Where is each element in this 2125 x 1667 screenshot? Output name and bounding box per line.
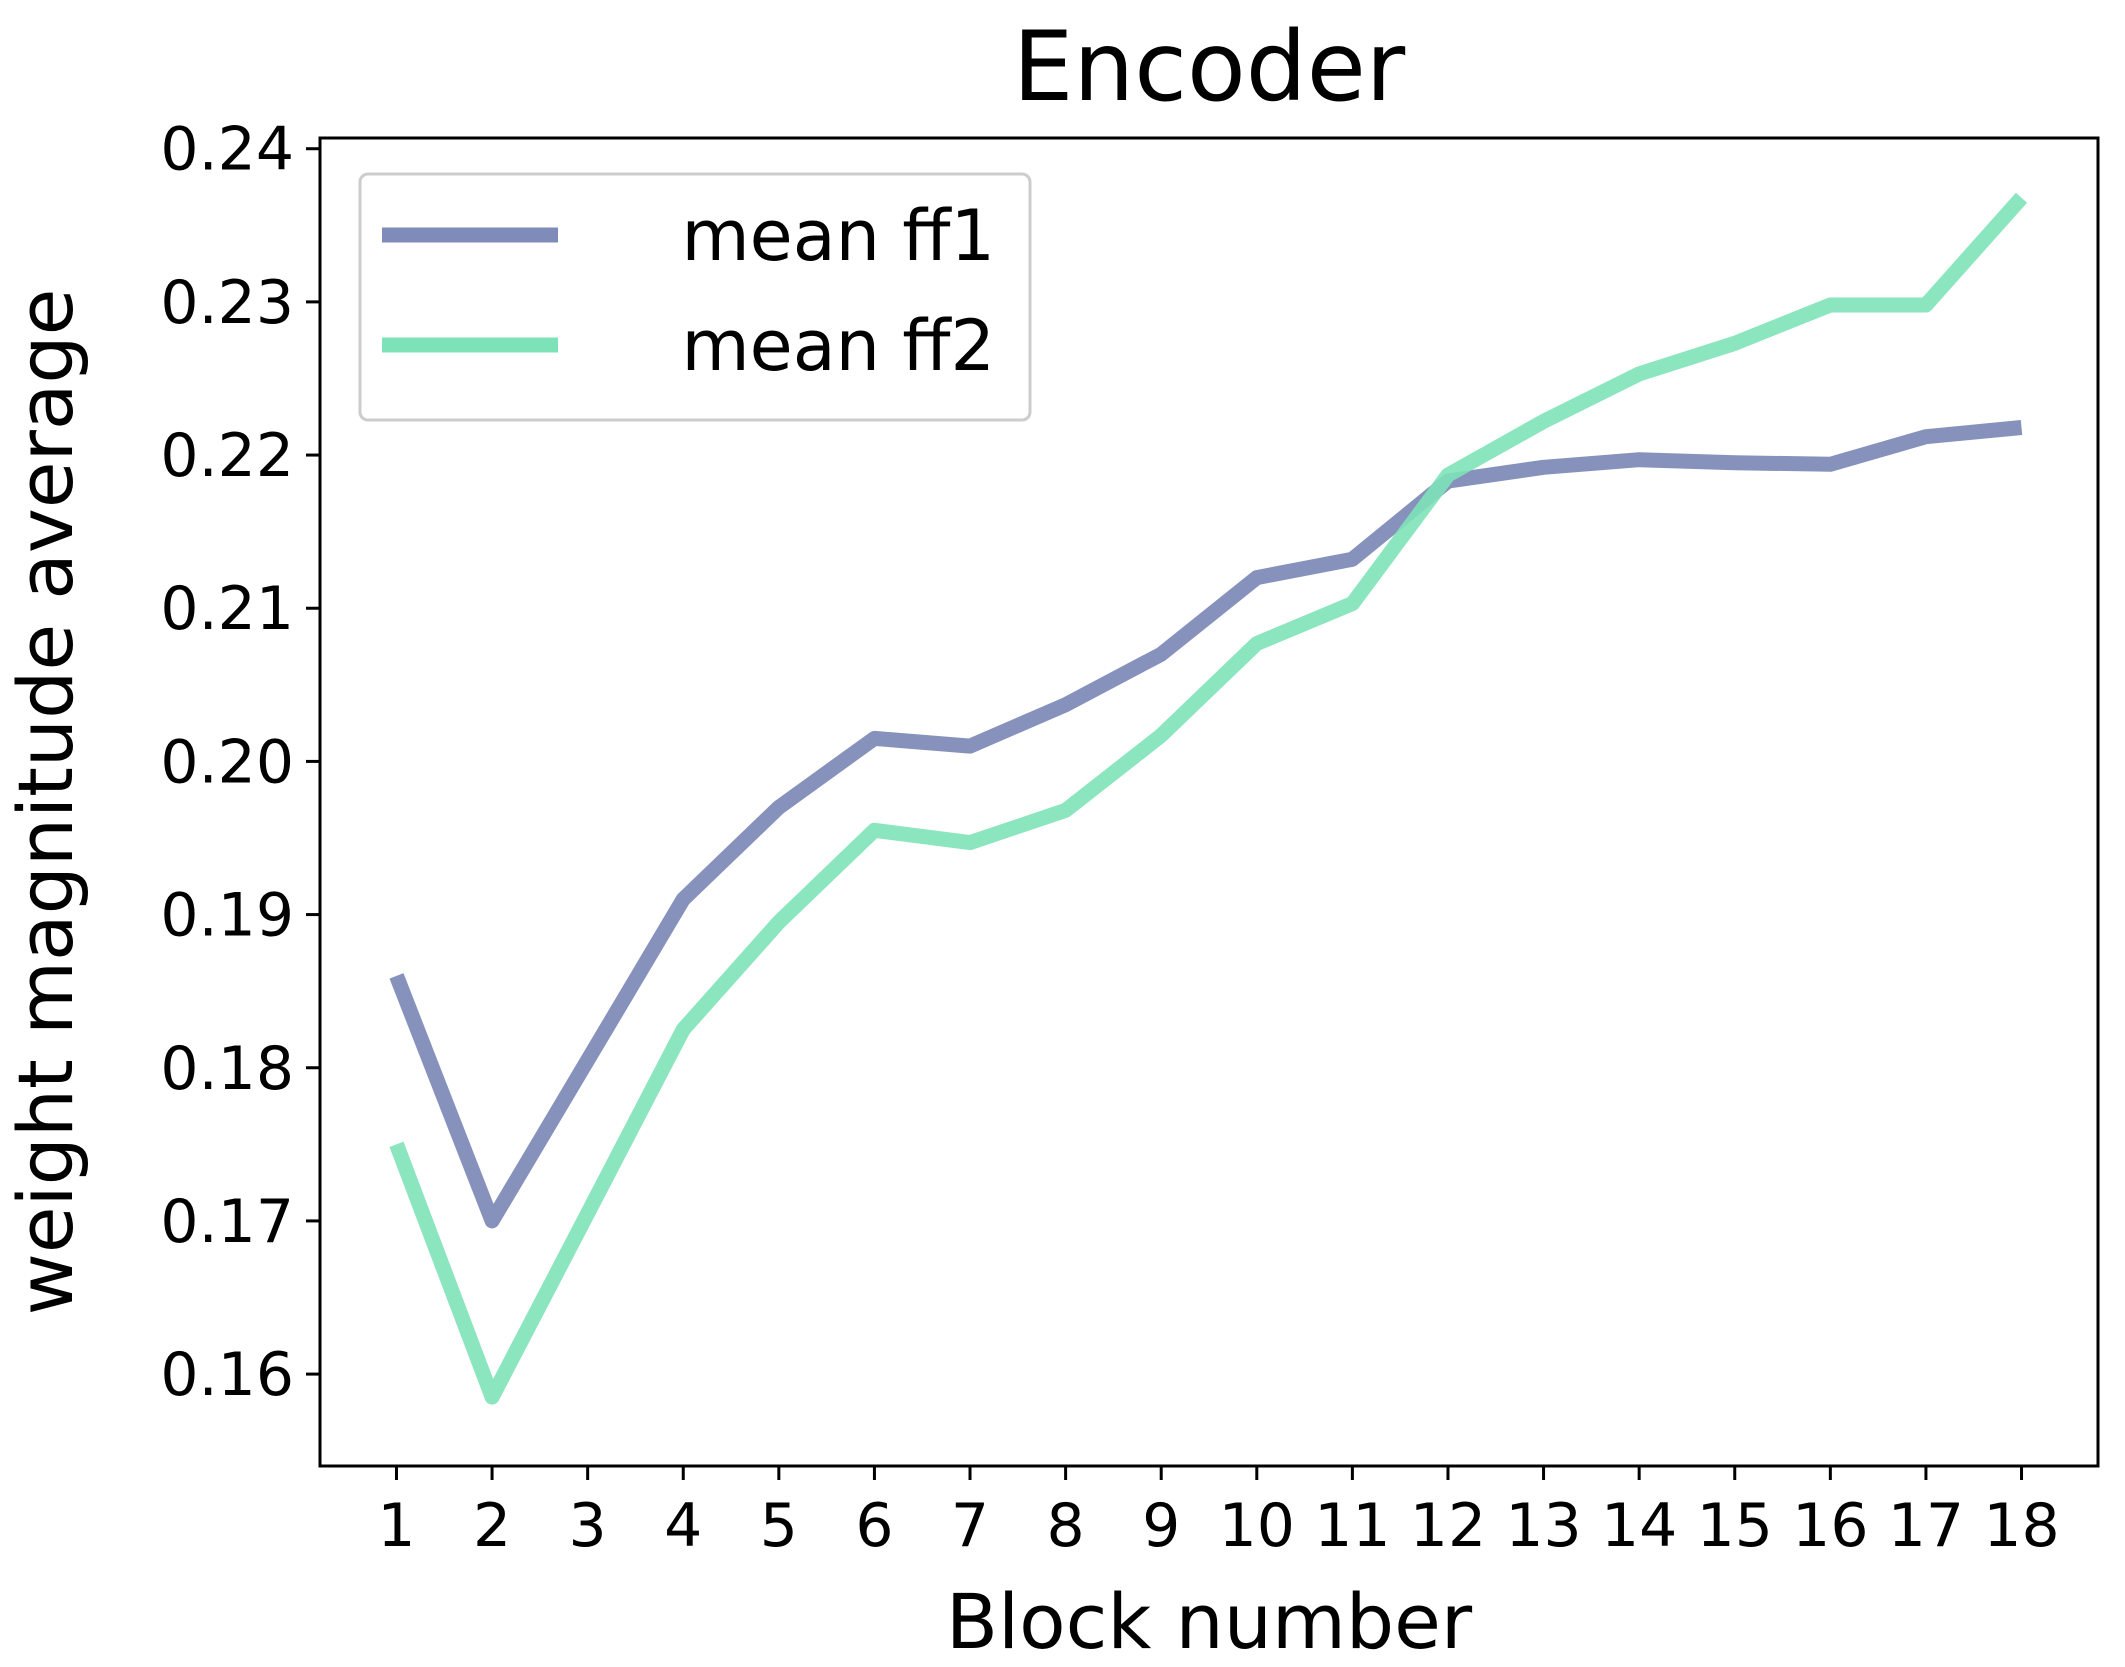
y-tick-label: 0.18 (160, 1034, 294, 1104)
x-tick-label: 17 (1888, 1491, 1964, 1561)
x-tick-label: 3 (569, 1491, 607, 1561)
y-tick-label: 0.20 (160, 727, 294, 797)
x-tick-label: 7 (951, 1491, 989, 1561)
y-axis-label: weight magnitude average (1, 289, 90, 1316)
series-line-mean-ff2 (389, 192, 2028, 1405)
x-tick-label: 9 (1142, 1491, 1180, 1561)
y-tick-label: 0.16 (160, 1340, 294, 1410)
x-tick-label: 13 (1505, 1491, 1581, 1561)
x-tick-label: 6 (855, 1491, 893, 1561)
y-tick-label: 0.23 (160, 268, 294, 338)
x-tick-label: 18 (1983, 1491, 2059, 1561)
y-tick-label: 0.22 (160, 421, 294, 491)
y-tick-label: 0.19 (160, 881, 294, 951)
series-group (389, 192, 2028, 1405)
x-tick-label: 8 (1047, 1491, 1085, 1561)
x-tick-label: 16 (1792, 1491, 1868, 1561)
legend-label: mean ff2 (681, 305, 995, 387)
series-line-mean-ff1 (389, 420, 2023, 1229)
x-axis: 1 2 3 4 5 6 7 8 9 10 11 12 13 14 15 16 17 18 (377, 1466, 2060, 1561)
plot-frame (318, 136, 2100, 1468)
x-tick-label: 11 (1314, 1491, 1390, 1561)
y-tick-label: 0.24 (160, 115, 294, 185)
chart-title: Encoder (1013, 11, 1406, 123)
y-axis: 0.16 0.17 0.18 0.19 0.20 0.21 0.22 0.23 0.24 (160, 115, 320, 1410)
x-tick-label: 1 (377, 1491, 415, 1561)
x-tick-label: 10 (1219, 1491, 1295, 1561)
x-tick-label: 4 (664, 1491, 702, 1561)
x-tick-label: 14 (1601, 1491, 1677, 1561)
x-tick-label: 12 (1410, 1491, 1486, 1561)
y-tick-label: 0.17 (160, 1187, 294, 1257)
legend-label: mean ff1 (681, 195, 995, 277)
x-tick-label: 15 (1697, 1491, 1773, 1561)
legend: mean ff1 mean ff2 (358, 172, 1032, 422)
y-tick-label: 0.21 (160, 574, 294, 644)
x-axis-label: Block number (946, 1577, 1473, 1666)
x-tick-label: 5 (760, 1491, 798, 1561)
x-tick-label: 2 (473, 1491, 511, 1561)
